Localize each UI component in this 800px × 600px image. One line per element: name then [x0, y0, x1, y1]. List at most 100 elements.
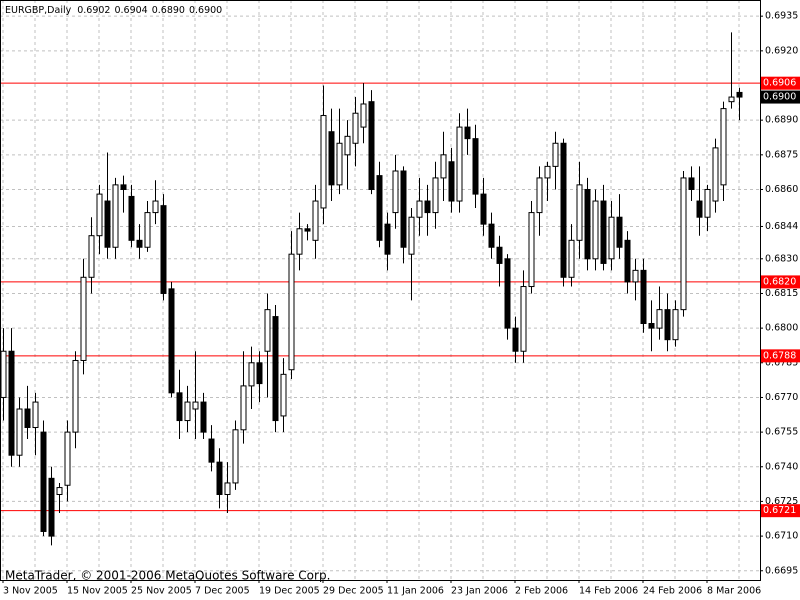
- candle-body: [656, 309, 663, 329]
- candle-body: [152, 200, 159, 214]
- candle-body: [288, 253, 295, 371]
- candle-body: [88, 235, 95, 278]
- candle-body: [512, 327, 519, 352]
- candle-body: [432, 177, 439, 214]
- quote-close: 0.6900: [189, 5, 222, 16]
- candle-body: [200, 401, 207, 433]
- level-label-box: [761, 349, 800, 363]
- candle-body: [184, 401, 191, 422]
- candle-body: [696, 200, 703, 218]
- candle-body: [360, 103, 367, 128]
- candle-body: [576, 184, 583, 241]
- candle-body: [344, 135, 351, 156]
- axis-labels: 0.6935 0.6920 0.6890 0.6875 0.6860 0.6844 0.68…: [2, 11, 800, 597]
- candle-body: [112, 184, 119, 248]
- candle-body: [472, 138, 479, 195]
- candle-body: [688, 177, 695, 190]
- y-tick-label: 0.6890: [765, 115, 798, 126]
- candle-body: [120, 184, 127, 190]
- x-tick-label: 8 Mar 2006: [707, 586, 761, 597]
- candle-body: [64, 431, 71, 486]
- y-tick-label: 0.6800: [765, 323, 798, 334]
- current-price-box: [761, 90, 800, 104]
- candle-body: [736, 91, 743, 98]
- candle-body: [24, 408, 31, 428]
- candle-body: [424, 200, 431, 214]
- y-tick-label: 0.6725: [765, 496, 798, 507]
- candle-body: [352, 112, 359, 144]
- y-tick-label: 0.6830: [765, 253, 798, 264]
- candle-body: [560, 142, 567, 278]
- header: EURGBP,Daily 0.6902 0.6904 0.6890 0.6900: [5, 5, 222, 16]
- candle-body: [192, 401, 199, 410]
- candle-body: [592, 200, 599, 260]
- candle-body: [640, 269, 647, 325]
- quote-high: 0.6904: [114, 5, 147, 16]
- candle-body: [264, 309, 271, 352]
- candle-body: [568, 239, 575, 278]
- candle-body: [256, 362, 263, 385]
- y-tick-label: 0.6740: [765, 461, 798, 472]
- candle-body: [720, 108, 727, 186]
- candle-body: [144, 212, 151, 248]
- symbol: EURGBP,Daily: [5, 5, 72, 16]
- level-label: 0.6906: [763, 78, 796, 89]
- candle-body: [72, 359, 79, 433]
- candle-body: [304, 228, 311, 232]
- candle-body: [216, 461, 223, 496]
- x-tick-label: 7 Dec 2005: [195, 586, 250, 597]
- candle-body: [712, 147, 719, 202]
- candle-body: [624, 239, 631, 283]
- candle-body: [704, 188, 711, 218]
- candle-body: [480, 193, 487, 225]
- candles: [0, 32, 743, 546]
- candle-body: [104, 200, 111, 248]
- candle-body: [96, 193, 103, 237]
- level-label: 0.6820: [763, 276, 796, 287]
- y-tick-label: 0.6844: [765, 221, 798, 232]
- candle-body: [232, 429, 239, 484]
- x-tick-label: 14 Feb 2006: [579, 586, 638, 597]
- candle-body: [456, 126, 463, 202]
- level-label-box: [761, 504, 800, 518]
- level-label-box: [761, 76, 800, 90]
- candle-body: [528, 212, 535, 288]
- x-tick-label: 19 Dec 2005: [259, 586, 320, 597]
- candle-body: [48, 477, 55, 537]
- y-tick-label: 0.6935: [765, 11, 798, 22]
- candle-body: [440, 154, 447, 179]
- candle-body: [320, 115, 327, 209]
- current-price-label: 0.6900: [763, 92, 796, 103]
- candle-body: [160, 205, 167, 294]
- candle-body: [728, 96, 735, 103]
- candle-body: [328, 131, 335, 186]
- candle-body: [464, 126, 471, 140]
- candle-body: [8, 350, 15, 456]
- candle-body: [224, 482, 231, 496]
- candle-body: [536, 177, 543, 214]
- candle-body: [128, 195, 135, 241]
- y-tick-label: 0.6755: [765, 427, 798, 438]
- candle-body: [544, 165, 551, 179]
- candle-body: [600, 200, 607, 264]
- candle-body: [240, 385, 247, 431]
- candle-body: [296, 228, 303, 255]
- x-tick-label: 3 Nov 2005: [3, 586, 58, 597]
- x-tick-label: 11 Jan 2006: [387, 586, 444, 597]
- candle-body: [168, 288, 175, 394]
- candle-body: [136, 239, 143, 248]
- candle-body: [608, 216, 615, 260]
- candle-body: [280, 373, 287, 417]
- candle-body: [416, 200, 423, 218]
- candle-body: [632, 269, 639, 283]
- candle-body: [400, 170, 407, 248]
- plot-frame: [0, 0, 761, 581]
- candle-body: [16, 408, 23, 456]
- candle-body: [312, 200, 319, 241]
- candle-body: [248, 362, 255, 387]
- candle-body: [208, 438, 215, 463]
- candle-body: [584, 188, 591, 260]
- candle-body: [0, 350, 7, 398]
